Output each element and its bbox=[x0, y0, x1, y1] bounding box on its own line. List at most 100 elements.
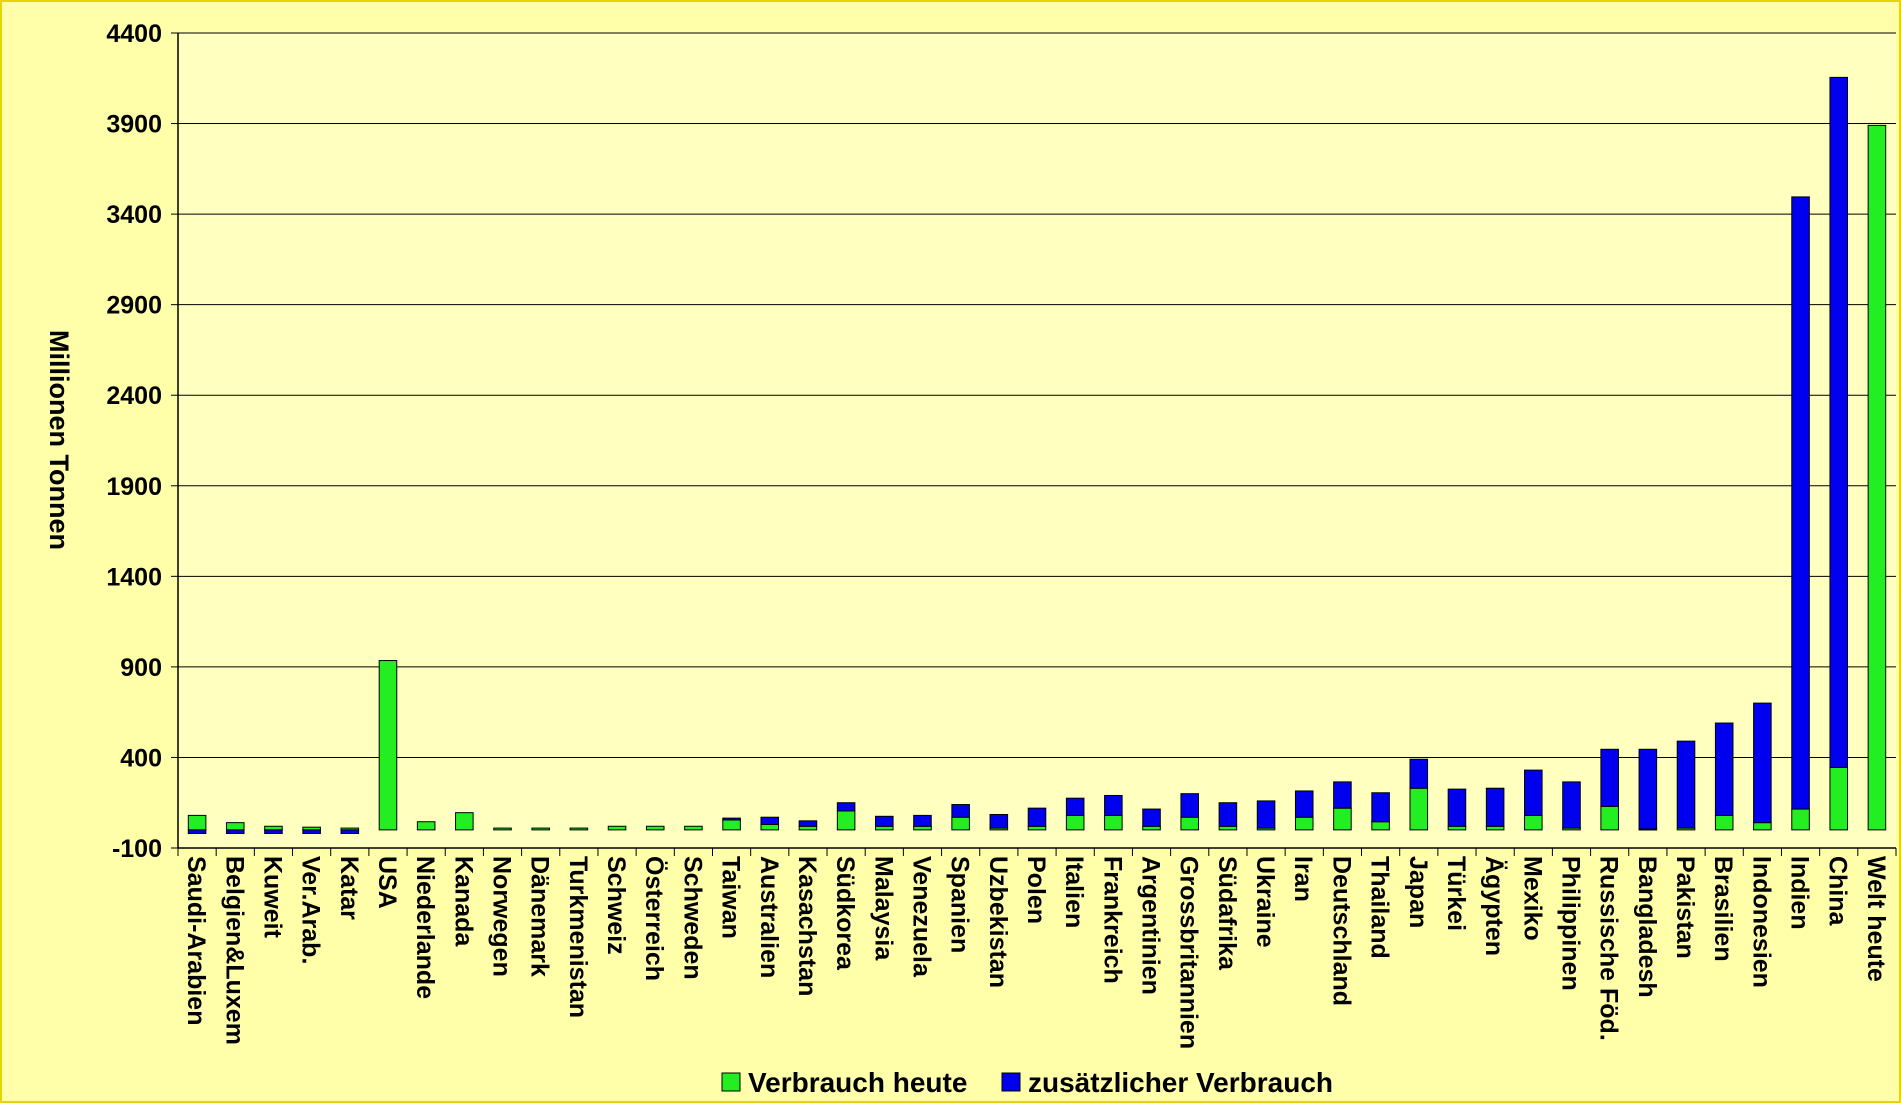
x-tick-label: Welt heute bbox=[1862, 856, 1890, 982]
x-tick-label: Mexiko bbox=[1518, 856, 1546, 941]
x-tick-label: Niederlande bbox=[411, 856, 439, 999]
bar-zusaetzlicher-verbrauch bbox=[722, 817, 741, 821]
bar-verbrauch-heute bbox=[1333, 807, 1352, 831]
x-tick-label: Grossbritannien bbox=[1175, 856, 1203, 1049]
bar-zusaetzlicher-verbrauch bbox=[1218, 802, 1238, 827]
bar-zusaetzlicher-verbrauch bbox=[1409, 758, 1429, 789]
bar-verbrauch-heute bbox=[798, 825, 818, 831]
bar-zusaetzlicher-verbrauch bbox=[1524, 769, 1543, 816]
bar-verbrauch-heute bbox=[875, 825, 894, 831]
y-tick-label: 900 bbox=[120, 654, 162, 682]
x-tick-label: Philippinen bbox=[1556, 856, 1584, 991]
x-tick-label: Russische Föd. bbox=[1595, 856, 1623, 1041]
x-tick-label: Indonesien bbox=[1747, 856, 1775, 988]
y-axis-label: Millionen Tonnen bbox=[44, 330, 74, 550]
bar-verbrauch-heute bbox=[836, 810, 856, 831]
bar-zusaetzlicher-verbrauch bbox=[1447, 788, 1467, 827]
x-tick-label: Spanien bbox=[946, 856, 974, 953]
x-tick-label: Argentinien bbox=[1137, 856, 1165, 995]
x-tick-label: Dänemark bbox=[526, 856, 554, 977]
x-tick-label: Uzbekistan bbox=[984, 856, 1012, 988]
x-tick-label: USA bbox=[373, 856, 401, 909]
x-tick-label: Kanada bbox=[449, 856, 477, 947]
legend-label-verbrauch-heute: Verbrauch heute bbox=[748, 1067, 967, 1098]
x-tick-label: Schweden bbox=[678, 856, 706, 980]
x-tick-label: Südkorea bbox=[831, 856, 859, 971]
bar-zusaetzlicher-verbrauch bbox=[302, 829, 321, 835]
legend-label-zusaetzlicher-verbrauch: zusätzlicher Verbrauch bbox=[1028, 1067, 1333, 1098]
bar-zusaetzlicher-verbrauch bbox=[1753, 702, 1772, 824]
x-tick-label: Ukraine bbox=[1251, 856, 1279, 948]
bar-zusaetzlicher-verbrauch bbox=[913, 814, 932, 827]
x-tick-label: Südafrika bbox=[1213, 856, 1241, 971]
bar-zusaetzlicher-verbrauch bbox=[798, 820, 818, 827]
bar-verbrauch-heute bbox=[378, 660, 398, 831]
x-tick-label: Katar bbox=[335, 856, 363, 920]
bar-verbrauch-heute bbox=[1180, 816, 1199, 831]
bar-verbrauch-heute bbox=[1142, 825, 1161, 831]
bar-zusaetzlicher-verbrauch bbox=[1142, 808, 1161, 827]
bar-verbrauch-heute bbox=[1104, 814, 1123, 831]
bar-zusaetzlicher-verbrauch bbox=[264, 829, 283, 835]
plot-area bbox=[178, 33, 1896, 848]
bar-zusaetzlicher-verbrauch bbox=[1104, 794, 1123, 816]
bar-verbrauch-heute bbox=[1218, 825, 1238, 831]
bar-verbrauch-heute bbox=[1409, 787, 1429, 831]
x-tick-label: Türkei bbox=[1442, 856, 1470, 931]
bar-zusaetzlicher-verbrauch bbox=[1256, 800, 1276, 829]
legend-swatch-verbrauch-heute bbox=[721, 1072, 741, 1092]
bar-verbrauch-heute bbox=[225, 822, 245, 831]
x-tick-label: Deutschland bbox=[1327, 856, 1355, 1006]
bar-verbrauch-heute bbox=[684, 825, 703, 831]
x-tick-label: Frankreich bbox=[1098, 856, 1126, 984]
bar-zusaetzlicher-verbrauch bbox=[187, 829, 207, 835]
x-tick-label: Venezuela bbox=[907, 856, 935, 978]
bar-zusaetzlicher-verbrauch bbox=[1333, 781, 1352, 809]
y-tick-label: 4400 bbox=[106, 20, 162, 48]
x-tick-label: Norwegen bbox=[488, 856, 516, 977]
x-tick-label: Japan bbox=[1404, 856, 1432, 928]
bar-zusaetzlicher-verbrauch bbox=[1485, 787, 1505, 827]
bar-zusaetzlicher-verbrauch bbox=[989, 813, 1009, 829]
x-tick-label: Turkmenistan bbox=[564, 856, 592, 1018]
bar-verbrauch-heute bbox=[913, 825, 932, 831]
bar-verbrauch-heute bbox=[493, 827, 512, 831]
x-tick-label: China bbox=[1824, 856, 1852, 927]
bar-zusaetzlicher-verbrauch bbox=[1180, 793, 1199, 818]
bar-verbrauch-heute bbox=[187, 814, 207, 831]
x-tick-label: Bangladesh bbox=[1633, 856, 1661, 998]
bar-verbrauch-heute bbox=[760, 823, 780, 831]
bar-zusaetzlicher-verbrauch bbox=[1600, 748, 1619, 807]
bar-verbrauch-heute bbox=[1447, 825, 1467, 831]
bar-verbrauch-heute bbox=[531, 827, 550, 831]
bar-verbrauch-heute bbox=[1027, 825, 1047, 831]
bar-zusaetzlicher-verbrauch bbox=[1676, 740, 1696, 829]
bar-verbrauch-heute bbox=[1791, 808, 1810, 831]
bar-verbrauch-heute bbox=[455, 812, 474, 831]
bar-zusaetzlicher-verbrauch bbox=[760, 816, 780, 825]
bar-verbrauch-heute bbox=[607, 825, 627, 831]
x-tick-label: Ägypten bbox=[1480, 856, 1508, 956]
x-tick-label: Kasachstan bbox=[793, 856, 821, 996]
x-tick-label: Pakistan bbox=[1671, 856, 1699, 959]
x-tick-label: Taiwan bbox=[717, 856, 745, 939]
x-tick-label: Österreich bbox=[640, 856, 669, 981]
y-tick-label: 2400 bbox=[106, 382, 162, 410]
bar-verbrauch-heute bbox=[1485, 825, 1505, 831]
x-tick-labels: Saudi-Arabien Belgien&Luxem Kuweit Ver.Arab… bbox=[182, 856, 1890, 1049]
bar-zusaetzlicher-verbrauch bbox=[1562, 781, 1581, 829]
bar-zusaetzlicher-verbrauch bbox=[1371, 792, 1390, 823]
x-tick-label: Indien bbox=[1786, 856, 1814, 930]
bar-zusaetzlicher-verbrauch bbox=[875, 815, 894, 827]
bar-verbrauch-heute bbox=[1753, 822, 1772, 831]
x-tick-label: Polen bbox=[1022, 856, 1050, 924]
x-tick-label: Belgien&Luxem bbox=[220, 856, 248, 1045]
x-tick-label: Australien bbox=[755, 856, 783, 978]
bar-zusaetzlicher-verbrauch bbox=[1714, 722, 1734, 816]
y-tick-label: 3900 bbox=[106, 111, 162, 139]
bar-verbrauch-heute bbox=[722, 819, 741, 831]
bar-verbrauch-heute bbox=[1371, 821, 1390, 831]
bar-verbrauch-heute bbox=[951, 816, 970, 831]
x-tick-label: Saudi-Arabien bbox=[182, 856, 210, 1025]
